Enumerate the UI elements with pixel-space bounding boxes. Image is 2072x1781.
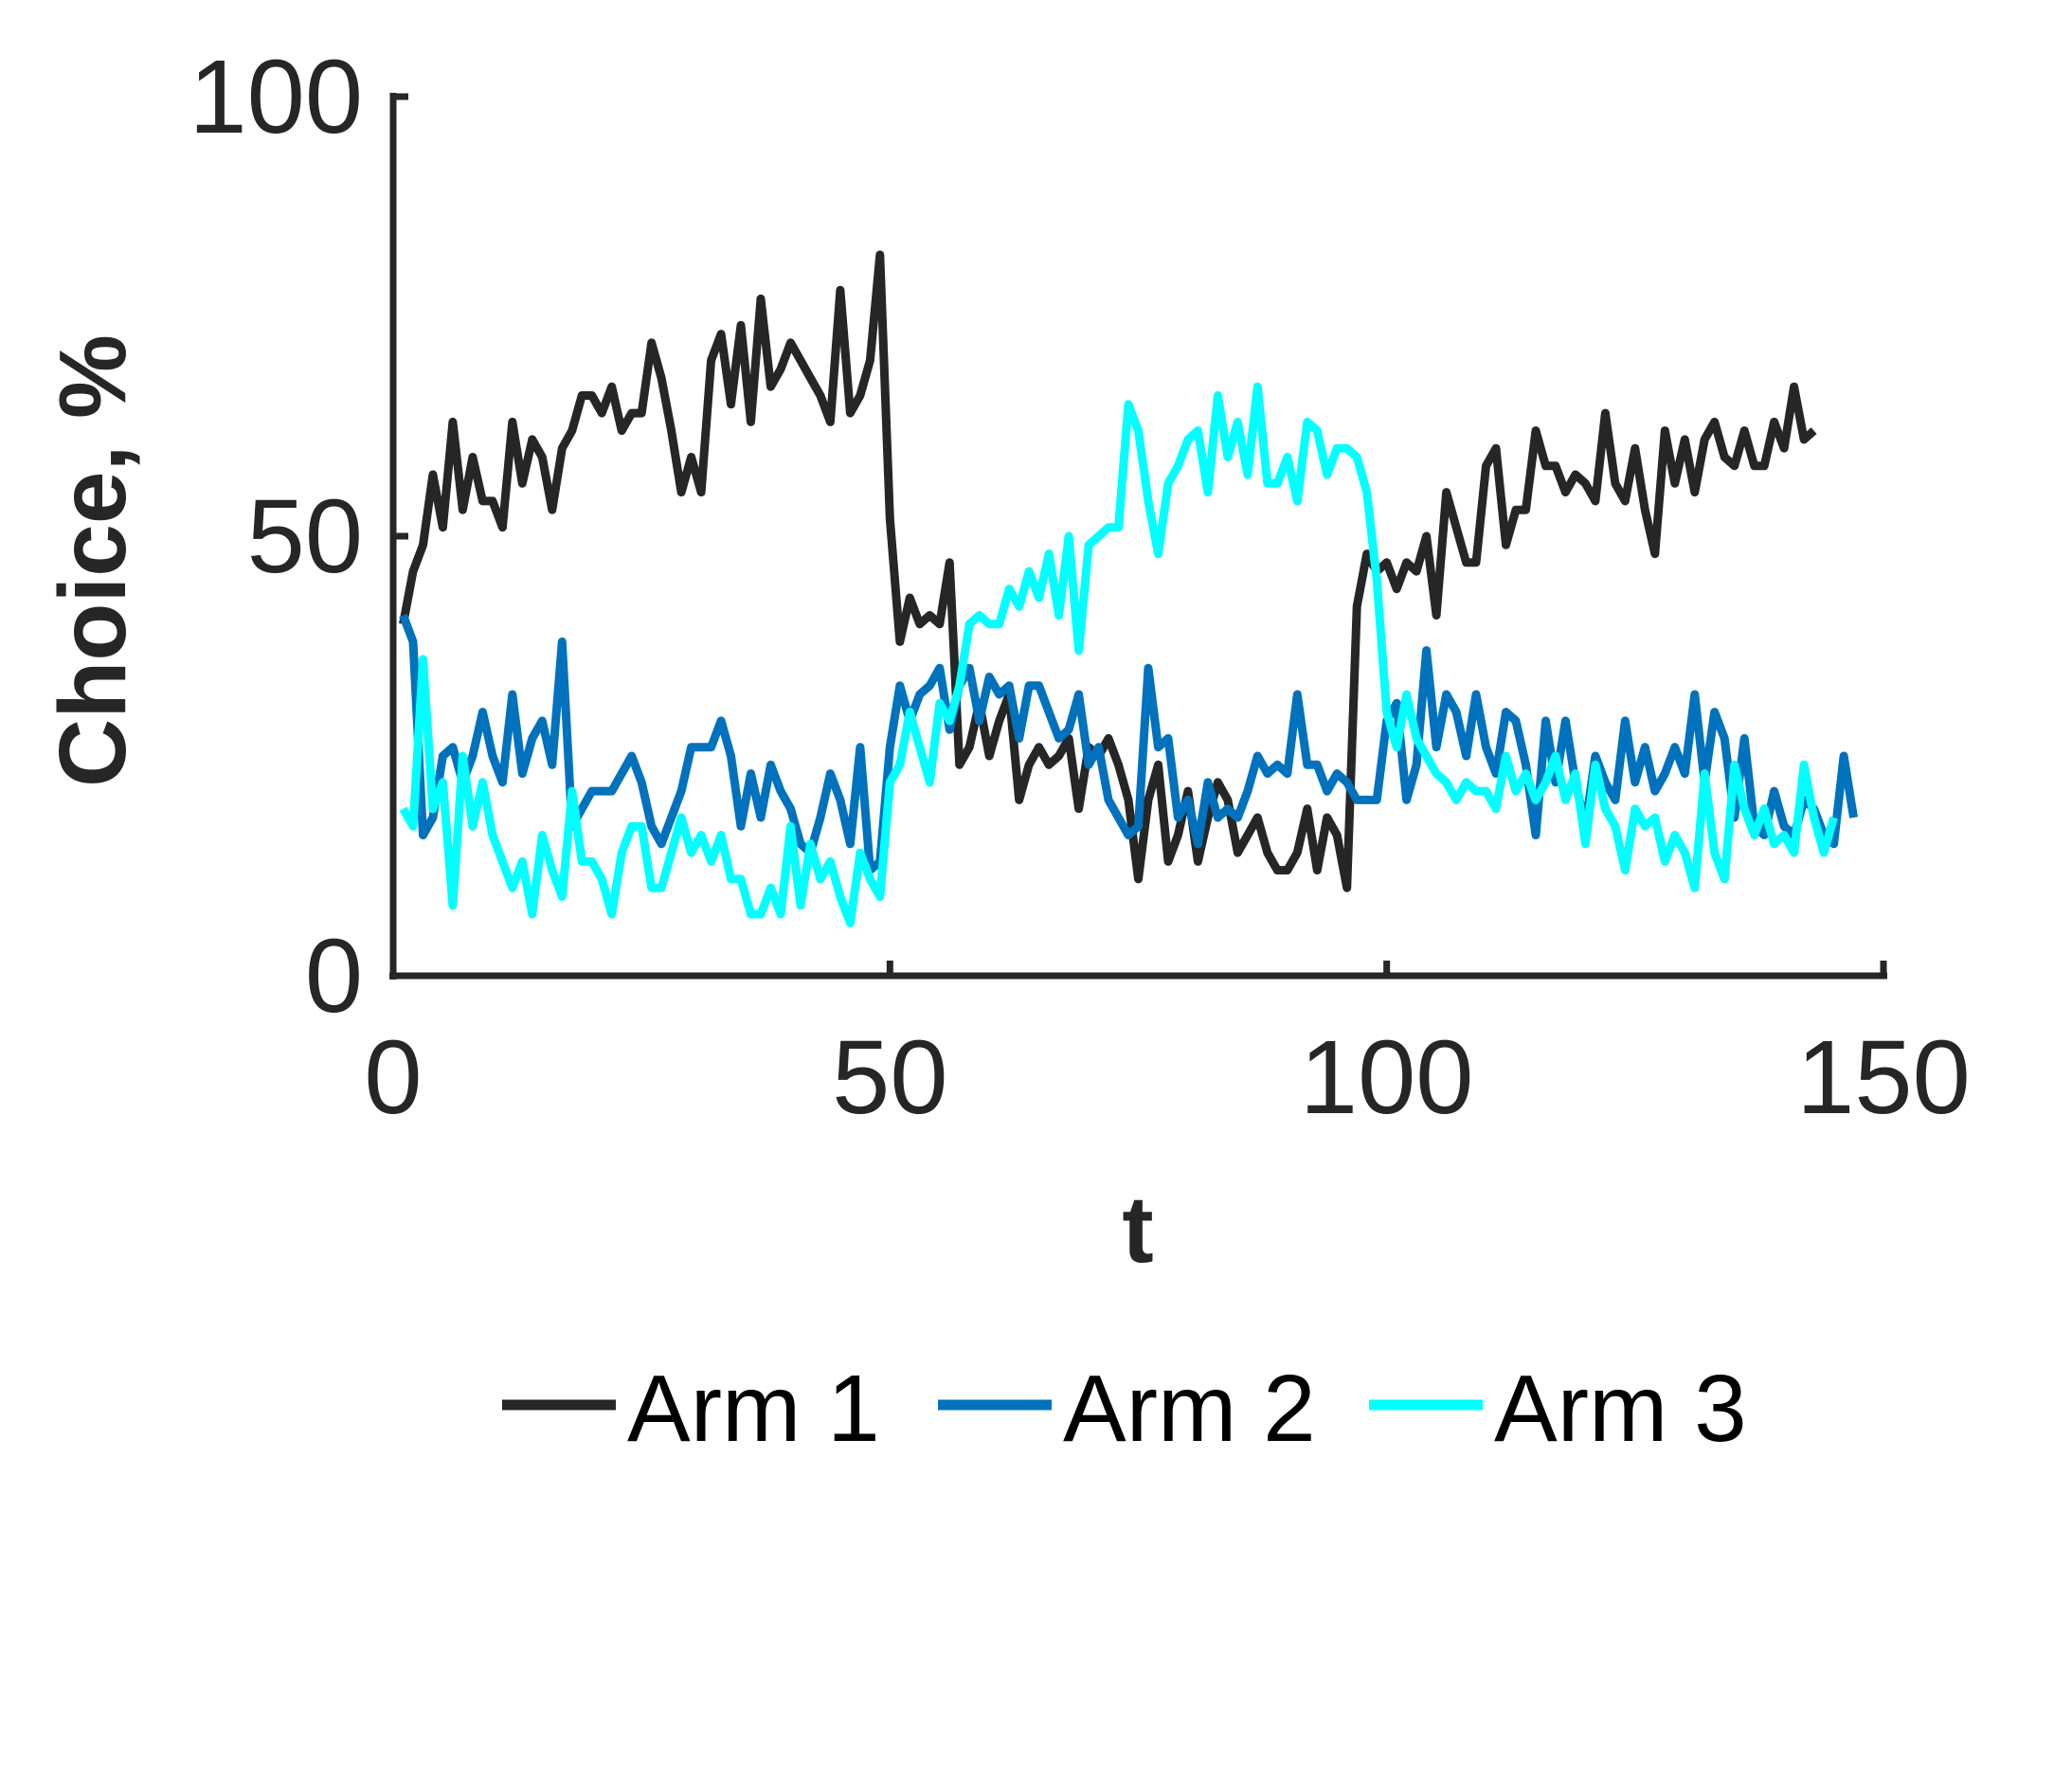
legend-label-3: Arm 3 [1494,1356,1747,1462]
series-line-2 [399,613,1858,875]
x-tick-label: 150 [1796,1019,1971,1136]
y-tick-label: 50 [247,478,363,595]
series-line-3 [399,382,1838,927]
x-axis-label: t [1122,1177,1153,1283]
y-tick-label: 0 [305,918,363,1034]
series-line-1 [399,250,1817,892]
plot-lines [399,250,1858,927]
y-tick-label: 100 [189,39,363,155]
legend: Arm 1 Arm 2 Arm 3 [502,1356,1747,1462]
legend-label-1: Arm 1 [627,1356,880,1462]
legend-label-2: Arm 2 [1063,1356,1316,1462]
x-tick-label: 0 [364,1019,422,1136]
axes: 0 50 100 150 0 50 100 [189,39,1970,1136]
y-axis-label: Choice, % [40,334,146,787]
x-tick-label: 100 [1300,1019,1474,1136]
x-tick-label: 50 [832,1019,947,1136]
